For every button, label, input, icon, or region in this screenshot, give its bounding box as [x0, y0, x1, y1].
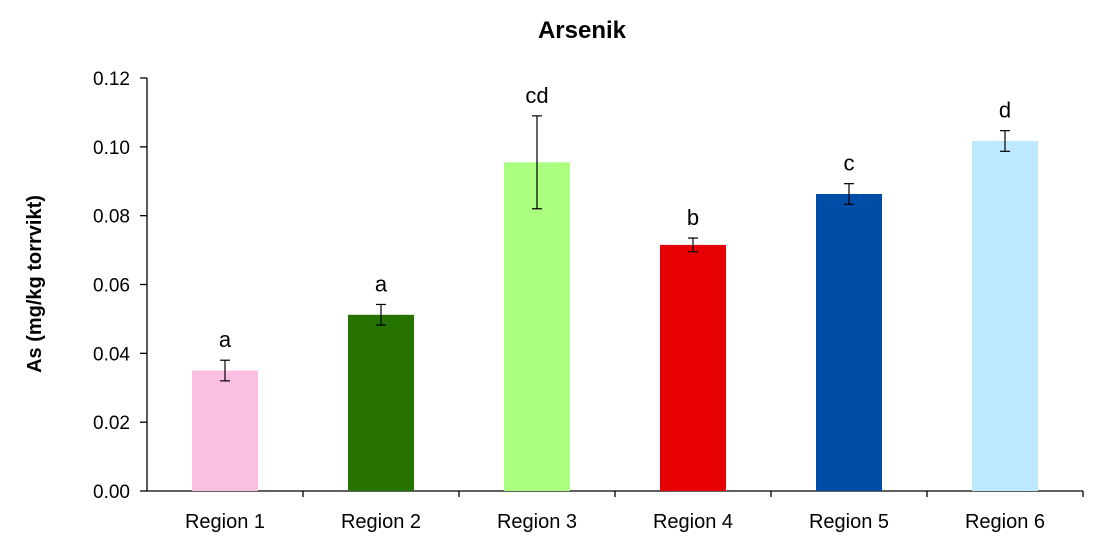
x-tick-label: Region 1: [185, 511, 265, 533]
x-tick-label: Region 3: [497, 511, 577, 533]
x-tick-label: Region 2: [341, 511, 421, 533]
significance-letter: d: [999, 98, 1011, 123]
bar: [816, 193, 882, 491]
y-tick-label: 0.12: [93, 69, 130, 90]
significance-letter: b: [687, 205, 699, 230]
bar: [972, 140, 1038, 492]
chart-title: Arsenik: [538, 17, 627, 44]
bar: [192, 370, 258, 491]
y-tick-label: 0.02: [93, 413, 130, 434]
y-tick-label: 0.04: [93, 344, 130, 365]
y-tick-label: 0.06: [93, 276, 130, 297]
x-tick-label: Region 4: [653, 511, 733, 533]
y-tick-label: 0.00: [93, 482, 130, 503]
y-tick-label: 0.10: [93, 138, 130, 159]
x-tick-label: Region 6: [965, 511, 1045, 533]
significance-letter: a: [219, 327, 232, 352]
bar: [348, 314, 414, 491]
x-tick-label: Region 5: [809, 511, 889, 533]
bar: [504, 162, 570, 491]
significance-letter: cd: [525, 83, 548, 108]
bar: [660, 244, 726, 491]
plot-area: 0.00 0.02 0.04 0.06 0.08 0.10 0.12 a Region 1 a Re…: [93, 69, 1084, 533]
y-tick-label: 0.08: [93, 207, 130, 228]
y-axis-label: As (mg/kg torrvikt): [24, 195, 46, 373]
significance-letter: c: [844, 151, 855, 176]
significance-letter: a: [375, 271, 388, 296]
